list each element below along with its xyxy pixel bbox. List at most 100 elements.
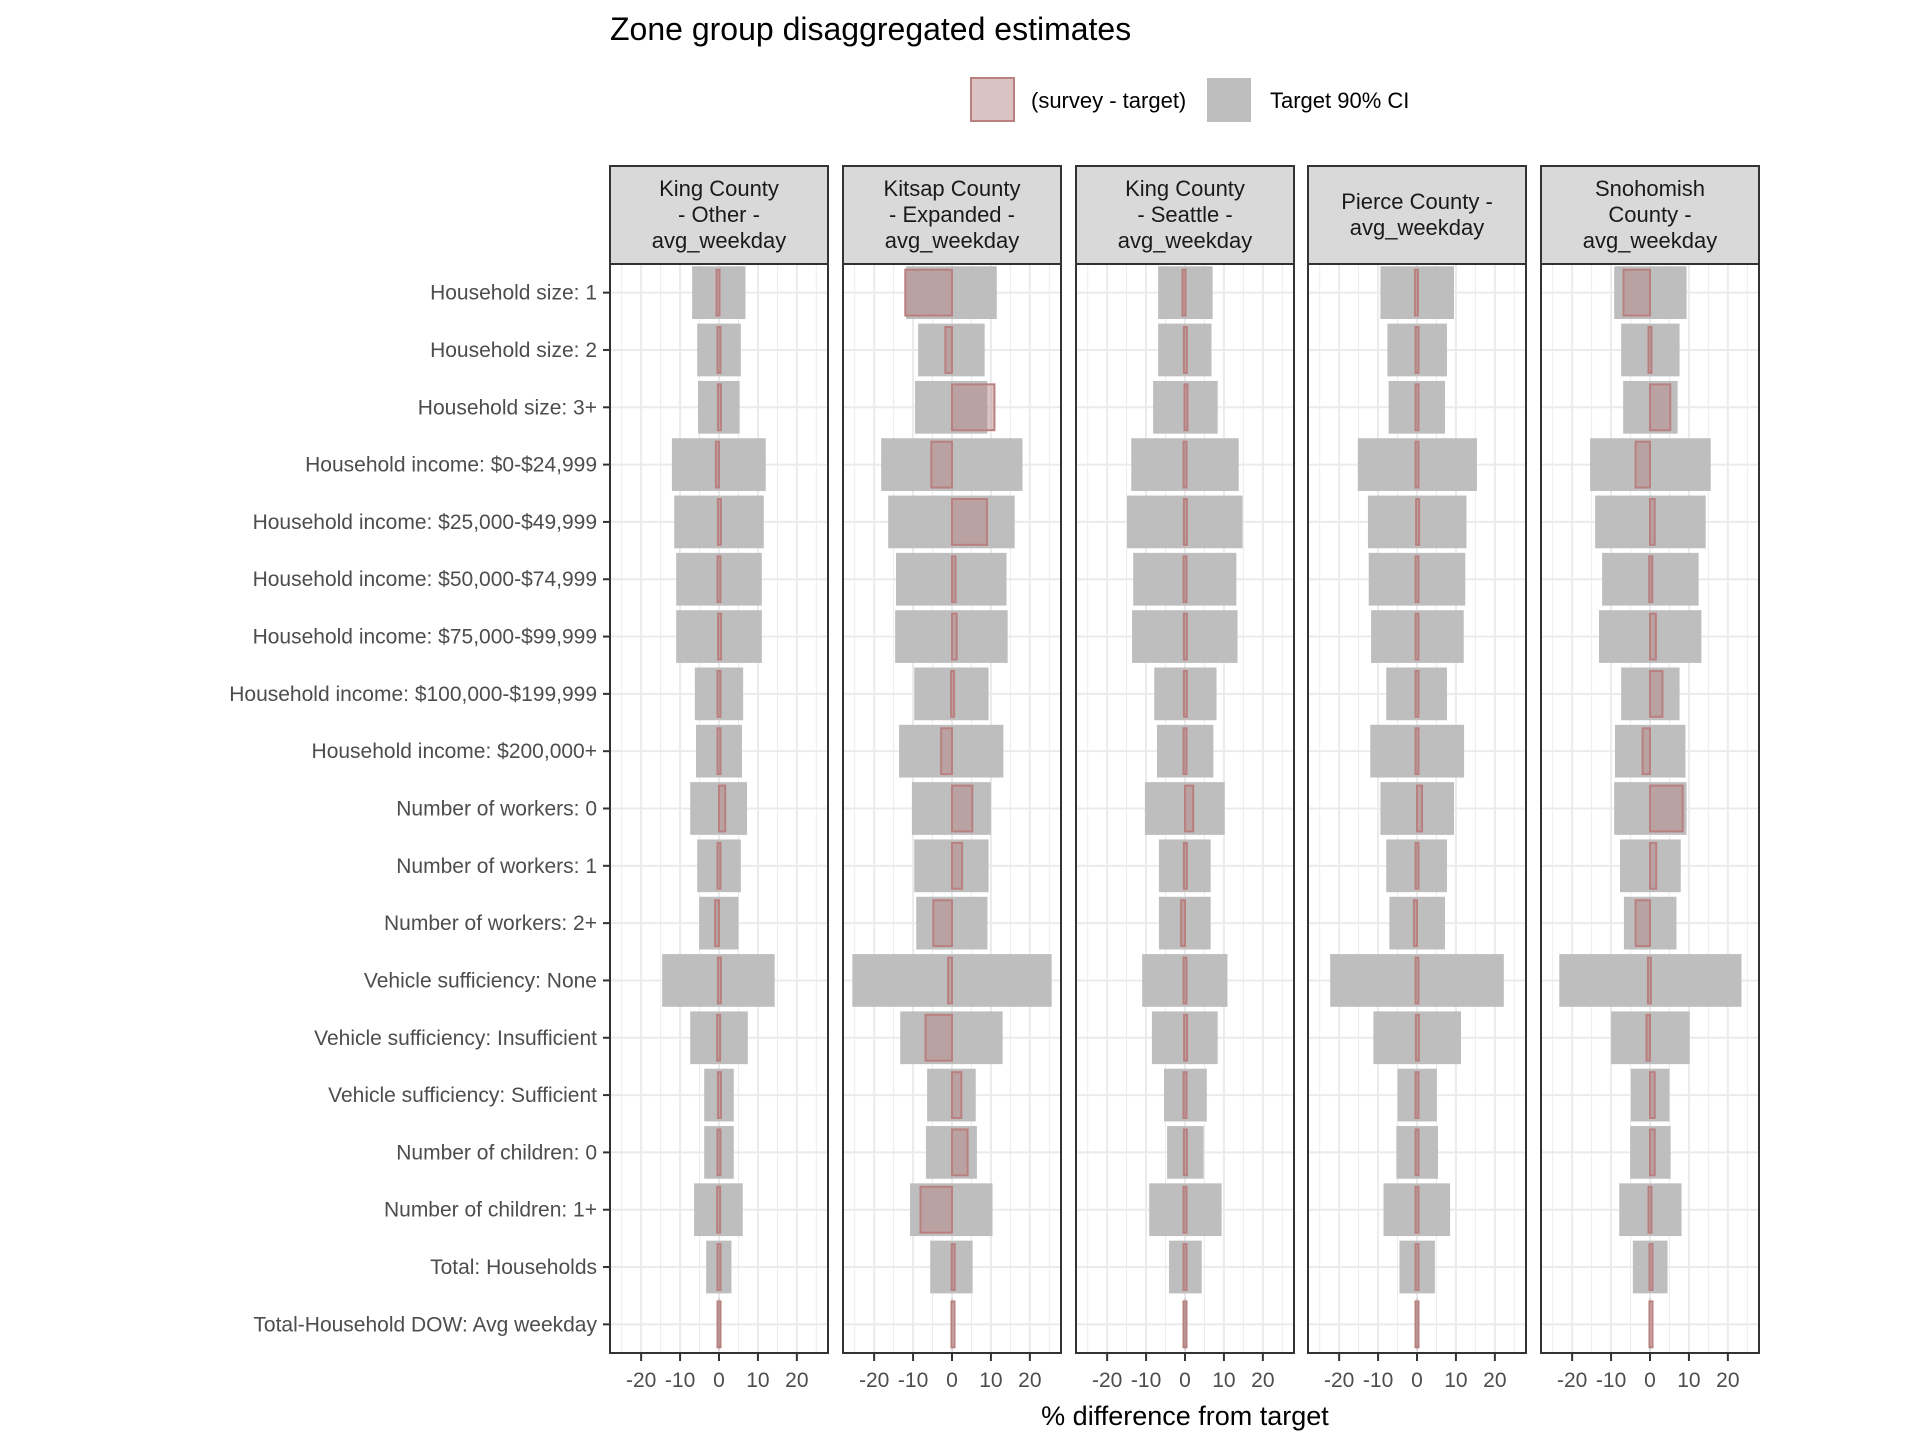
diff-bar bbox=[1649, 841, 1658, 890]
diff-bar bbox=[1649, 383, 1672, 432]
ci-bar bbox=[1387, 323, 1447, 377]
diff-bar bbox=[951, 1128, 969, 1177]
diff-bar bbox=[1182, 497, 1188, 546]
diff-bar bbox=[951, 841, 964, 890]
diff-bar bbox=[1182, 727, 1188, 776]
ci-bar bbox=[1131, 438, 1239, 491]
facet-strip-label: avg_weekday bbox=[1350, 215, 1485, 240]
diff-bar bbox=[716, 727, 722, 776]
ci-bar bbox=[1621, 323, 1680, 377]
y-tick-label: Total: Households bbox=[430, 1256, 597, 1279]
facet-strip-label: Snohomish bbox=[1595, 176, 1705, 201]
diff-bar bbox=[932, 899, 953, 948]
diff-bar bbox=[1182, 1071, 1188, 1120]
facet-strip-label: avg_weekday bbox=[885, 228, 1020, 253]
y-tick-label: Number of workers: 1 bbox=[396, 855, 597, 878]
x-tick-label: 0 bbox=[1411, 1369, 1423, 1392]
ci-bar bbox=[1156, 724, 1214, 778]
x-tick-label: 10 bbox=[746, 1369, 769, 1392]
ci-bar bbox=[1602, 552, 1699, 606]
ci-bar bbox=[1184, 1297, 1186, 1351]
y-tick-label: Total-Household DOW: Avg weekday bbox=[253, 1313, 597, 1336]
facet-panel: Pierce County -avg_weekday -20 -10 0 10 20 bbox=[1307, 165, 1527, 1392]
diff-bar bbox=[715, 268, 721, 317]
diff-bar bbox=[716, 1300, 722, 1349]
diff-bar bbox=[1182, 1128, 1188, 1177]
diff-bar bbox=[1414, 1071, 1420, 1120]
y-tick-label: Household income: $0-$24,999 bbox=[305, 454, 597, 477]
ci-bar bbox=[1154, 667, 1217, 721]
diff-bar bbox=[716, 1185, 722, 1234]
diff-bar bbox=[1414, 727, 1420, 776]
facet-strip-label: avg_weekday bbox=[652, 228, 787, 253]
facet-strip-label: County - bbox=[1608, 202, 1691, 227]
diff-bar bbox=[1414, 669, 1420, 718]
diff-bar bbox=[717, 612, 723, 661]
facet-strip bbox=[1307, 165, 1527, 265]
legend-key-survey-diff bbox=[970, 77, 1015, 122]
x-tick-label: -10 bbox=[898, 1369, 928, 1392]
ci-bar bbox=[1386, 667, 1447, 721]
diff-bar bbox=[1622, 268, 1651, 317]
diff-bar bbox=[716, 497, 722, 546]
facet-panels: King County- Other -avg_weekday-20 -10 0 10… bbox=[609, 165, 1760, 1392]
diff-bar bbox=[1181, 268, 1187, 317]
diff-bar bbox=[1182, 669, 1188, 718]
x-tick-label: 20 bbox=[785, 1369, 808, 1392]
diff-bar bbox=[1414, 841, 1420, 890]
y-axis-labels: Household size: 1 Household size: 2 Househ… bbox=[229, 282, 610, 1336]
y-tick-label: Vehicle sufficiency: None bbox=[364, 969, 597, 992]
facet-strip-label: - Expanded - bbox=[889, 202, 1015, 227]
diff-bar bbox=[716, 326, 722, 374]
diff-bar bbox=[1182, 1243, 1188, 1291]
x-tick-label: 20 bbox=[1018, 1369, 1041, 1392]
ci-bar bbox=[704, 1126, 734, 1179]
diff-bar bbox=[716, 383, 722, 432]
diff-bar bbox=[1183, 383, 1189, 432]
diff-bar bbox=[924, 1013, 953, 1062]
x-tick-label: 20 bbox=[1483, 1369, 1506, 1392]
diff-bar bbox=[944, 326, 953, 374]
facet-strip bbox=[1540, 165, 1760, 265]
legend-label-survey-diff: (survey - target) bbox=[1031, 88, 1186, 113]
y-tick-label: Household income: $100,000-$199,999 bbox=[229, 683, 597, 706]
diff-bar bbox=[947, 956, 953, 1005]
diff-bar bbox=[1634, 440, 1652, 489]
x-tick-label: 0 bbox=[713, 1369, 725, 1392]
y-tick-label: Vehicle sufficiency: Sufficient bbox=[328, 1084, 597, 1107]
diff-bar bbox=[1414, 1128, 1420, 1177]
diff-bar bbox=[1414, 1243, 1420, 1291]
ci-bar bbox=[1367, 495, 1467, 549]
facet-panel: Kitsap County- Expanded -avg_weekday -20-… bbox=[842, 165, 1062, 1392]
diff-bar bbox=[716, 1243, 722, 1291]
diff-bar bbox=[1649, 497, 1656, 546]
x-tick-label: -20 bbox=[859, 1369, 889, 1392]
diff-bar bbox=[1182, 841, 1188, 890]
chart-title: Zone group disaggregated estimates bbox=[610, 11, 1131, 47]
x-tick-label: 10 bbox=[1444, 1369, 1467, 1392]
facet-strip-label: Kitsap County bbox=[884, 176, 1021, 201]
diff-bar bbox=[1184, 784, 1195, 833]
x-tick-label: -10 bbox=[1596, 1369, 1626, 1392]
x-tick-label: 10 bbox=[1677, 1369, 1700, 1392]
ci-bar bbox=[1142, 954, 1228, 1007]
ci-bar bbox=[1399, 1240, 1435, 1294]
diff-bar bbox=[718, 784, 727, 833]
ci-bar bbox=[694, 667, 744, 721]
y-tick-label: Household size: 1 bbox=[430, 282, 597, 305]
diff-bar bbox=[1634, 899, 1652, 948]
ci-bar bbox=[1368, 552, 1466, 606]
diff-bar bbox=[1183, 1013, 1189, 1062]
ci-bar bbox=[1386, 839, 1447, 893]
facet-strip bbox=[842, 165, 1062, 265]
diff-bar bbox=[714, 440, 721, 489]
ci-bar bbox=[1371, 610, 1464, 663]
y-tick-label: Number of workers: 0 bbox=[396, 798, 597, 821]
ci-bar bbox=[1619, 1183, 1682, 1237]
diff-bar bbox=[716, 1071, 722, 1120]
diff-bar bbox=[1182, 1185, 1188, 1234]
diff-bar bbox=[714, 899, 720, 948]
diff-bar bbox=[716, 841, 722, 890]
